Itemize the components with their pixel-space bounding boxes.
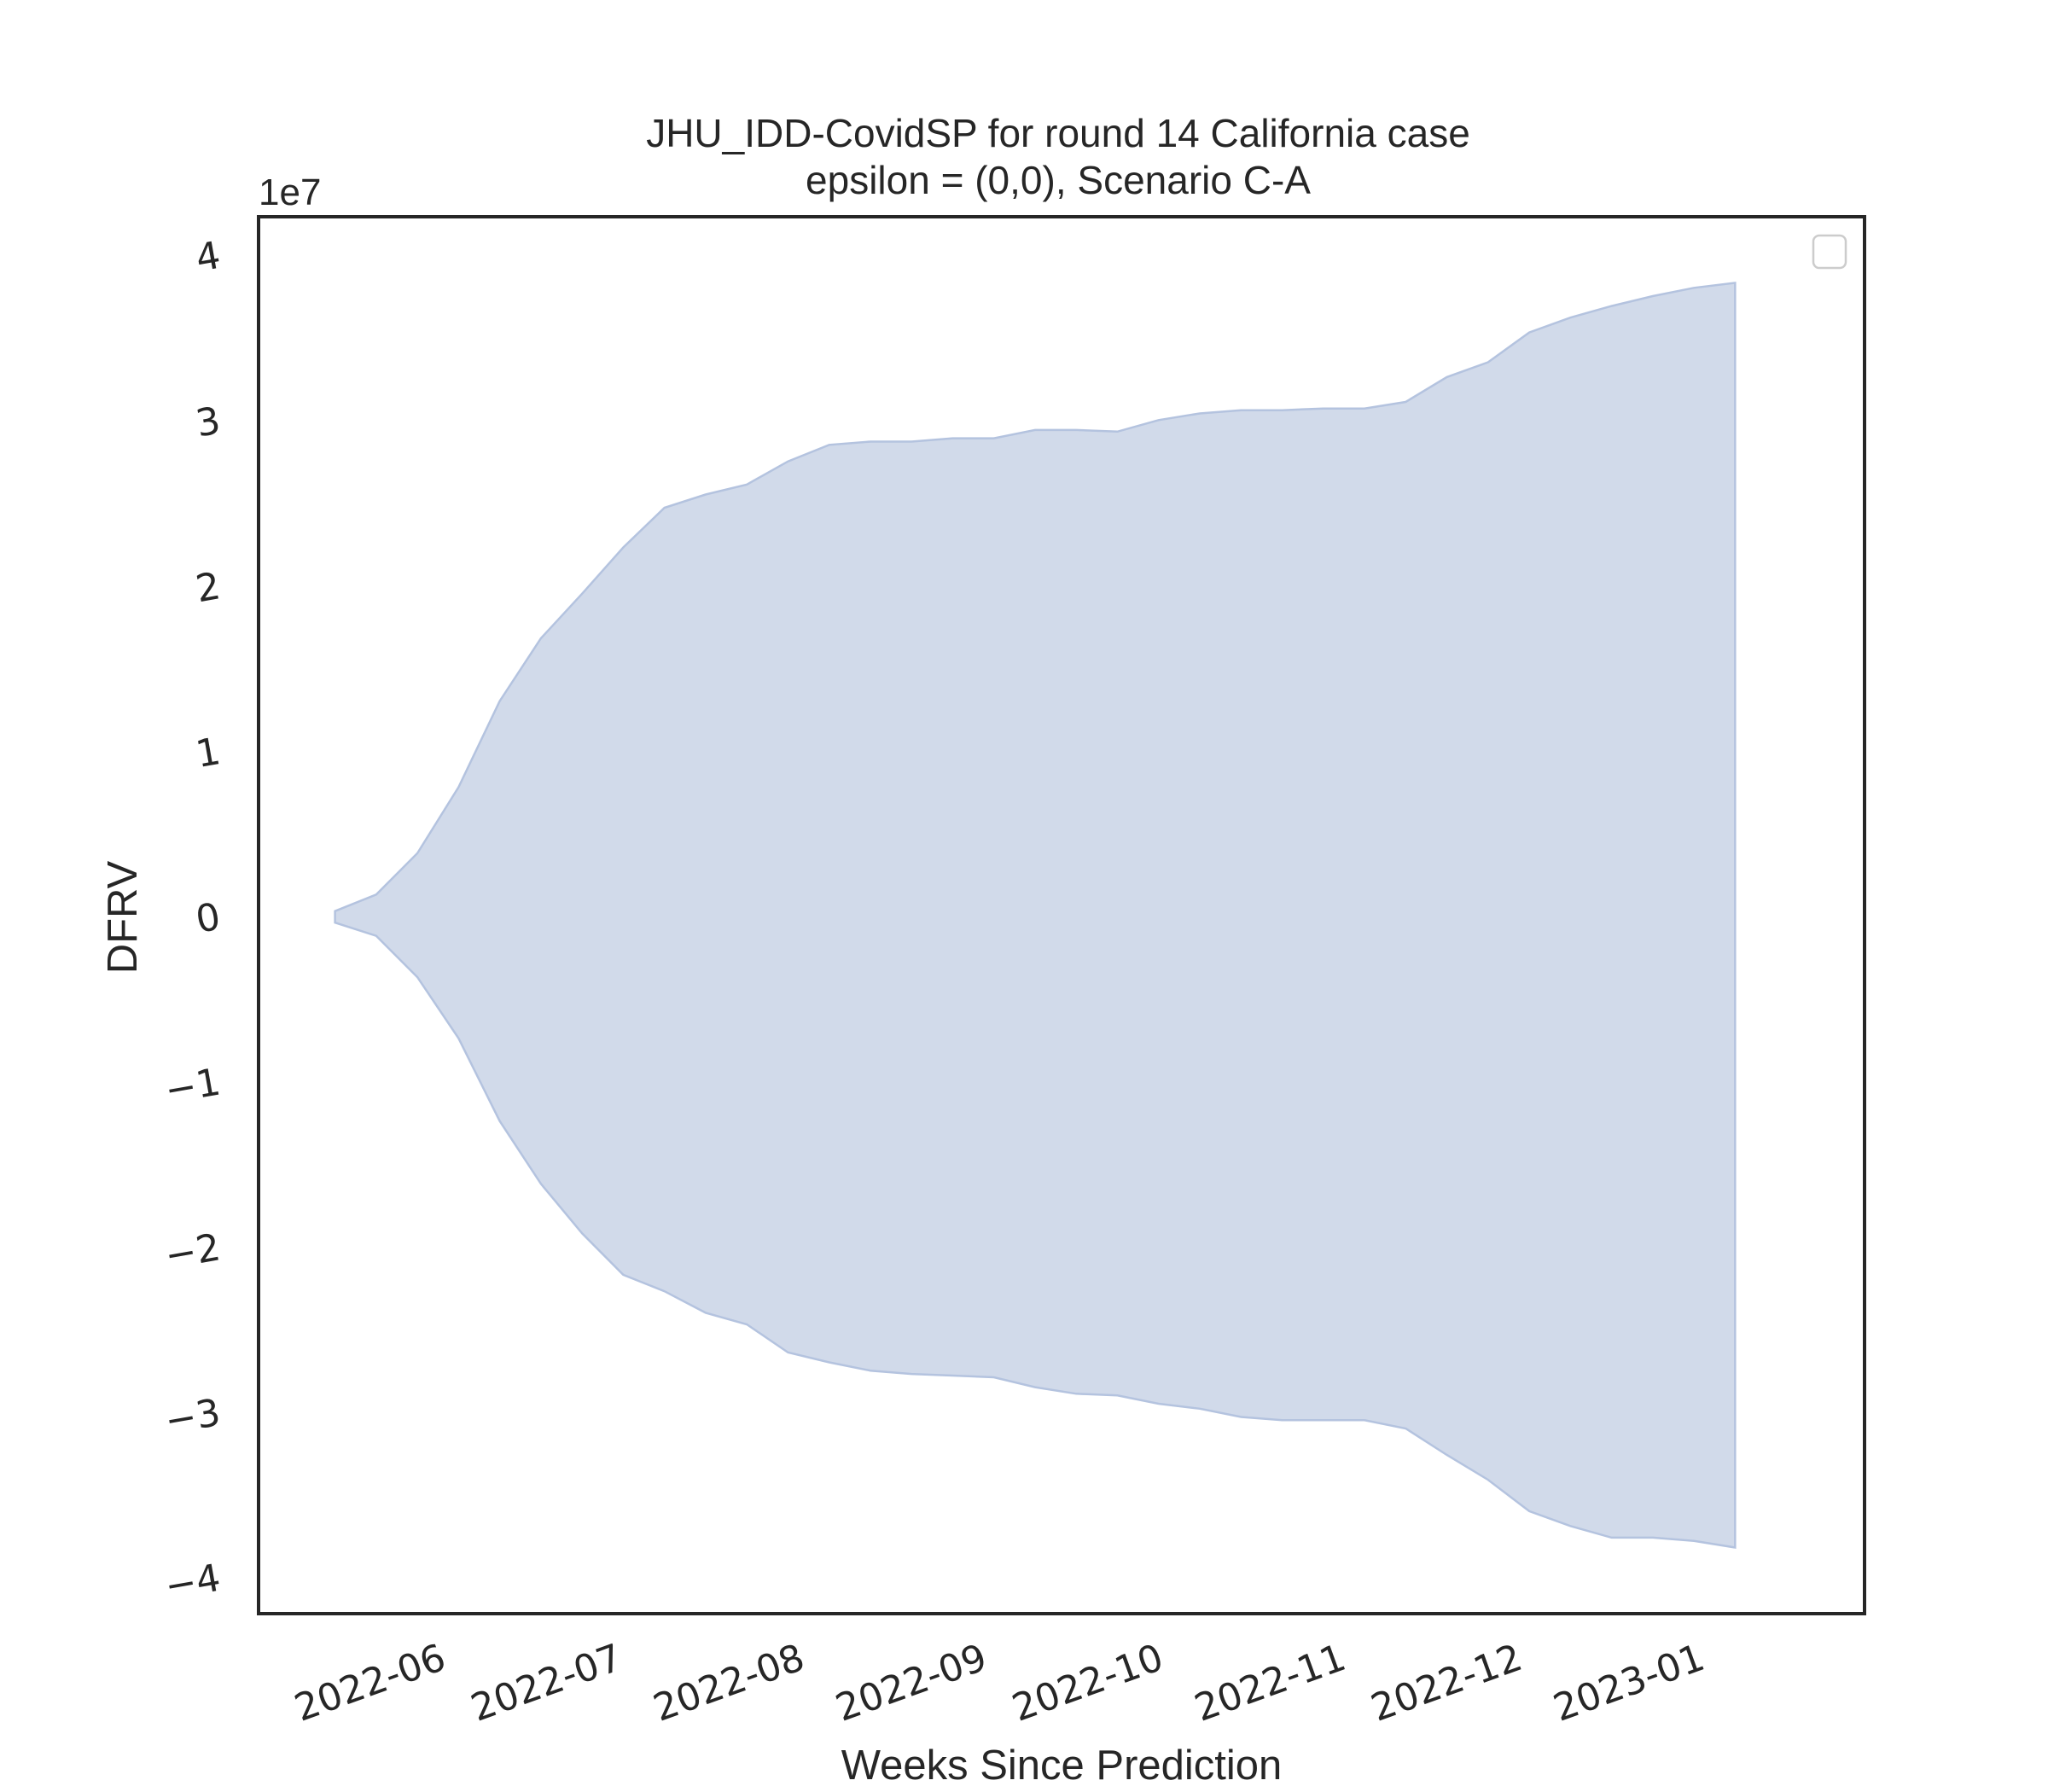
legend-box — [1812, 234, 1847, 270]
y-tick-label: −3 — [161, 1391, 224, 1443]
y-axis-ticks: 4 3 2 1 0 −1 −2 −3 −4 — [161, 234, 224, 1609]
y-tick-label: 1 — [193, 730, 224, 777]
chart-title: JHU_IDD-CovidSP for round 14 California … — [646, 111, 1470, 155]
title-block: JHU_IDD-CovidSP for round 14 California … — [646, 111, 1470, 202]
plot-frame — [257, 215, 1866, 1615]
x-tick-label: 2022-07 — [465, 1636, 627, 1731]
x-tick-label: 2022-09 — [830, 1636, 992, 1731]
x-tick-label: 2022-08 — [648, 1636, 810, 1731]
x-axis-label: Weeks Since Prediction — [841, 1743, 1283, 1789]
y-tick-label: 2 — [193, 564, 224, 611]
y-tick-label: 3 — [193, 399, 224, 446]
y-tick-label: 0 — [193, 895, 224, 942]
y-axis-label: DFRV — [100, 860, 146, 974]
x-tick-label: 2022-06 — [289, 1636, 451, 1731]
x-tick-label: 2022-10 — [1007, 1636, 1169, 1731]
x-tick-label: 2023-01 — [1548, 1636, 1710, 1731]
plot-area — [334, 282, 1737, 1549]
chart-subtitle: epsilon = (0,0), Scenario C-A — [806, 158, 1311, 202]
x-axis-ticks: 2022-06 2022-07 2022-08 2022-09 2022-10 2022-… — [289, 1636, 1710, 1731]
y-axis-offset-label: 1e7 — [259, 172, 321, 213]
x-tick-label: 2022-11 — [1189, 1636, 1351, 1731]
y-tick-label: −1 — [161, 1060, 224, 1112]
uncertainty-band — [334, 282, 1737, 1549]
x-tick-label: 2022-12 — [1365, 1636, 1527, 1731]
y-tick-label: 4 — [193, 234, 224, 281]
y-tick-label: −4 — [161, 1556, 224, 1609]
y-tick-label: −2 — [161, 1225, 224, 1277]
